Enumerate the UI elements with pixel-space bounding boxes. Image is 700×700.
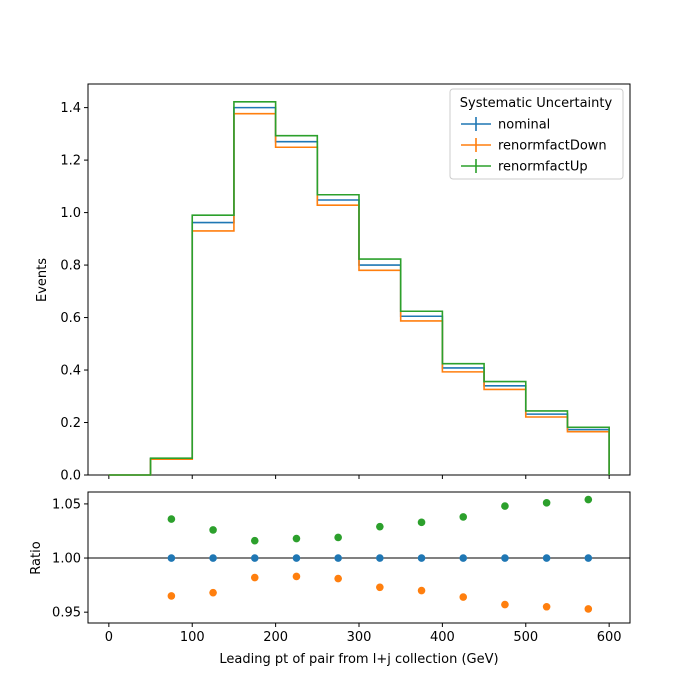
ratio-point-renormfactDown	[501, 600, 509, 609]
ratio-point-renormfactUp	[542, 499, 551, 507]
ratio-y-tick-label: 1.05	[52, 497, 81, 512]
ratio-point-renormfactDown	[376, 583, 384, 592]
main-plot-panel: 0.0 0.2 0.4 0.6 0.8 1.0 1.2 1.4 Events	[35, 83, 631, 484]
main-y-axis-label: Events	[35, 258, 50, 302]
main-y-tick-label: 1.0	[60, 206, 81, 221]
ratio-y-axis-label: Ratio	[29, 541, 44, 574]
legend-label-renormfactUp: renormfactUp	[498, 160, 588, 175]
ratio-point-renormfactDown	[250, 573, 259, 582]
main-y-tick-label: 0.8	[60, 259, 81, 274]
ratio-point-nominal	[376, 554, 384, 562]
x-tick-label: 0	[105, 630, 113, 645]
ratio-point-renormfactDown	[584, 605, 593, 613]
main-y-tick-label: 1.4	[60, 101, 81, 116]
main-y-ticks: 0.0 0.2 0.4 0.6 0.8 1.0 1.2 1.4	[60, 101, 88, 484]
ratio-points-group	[167, 495, 593, 613]
ratio-point-nominal	[334, 554, 342, 562]
main-series-group	[108, 101, 610, 476]
ratio-point-renormfactDown	[417, 586, 426, 595]
ratio-point-renormfactUp	[250, 536, 259, 545]
main-y-tick-label: 0.0	[60, 469, 81, 484]
ratio-point-nominal	[292, 554, 301, 562]
x-tick-label: 200	[263, 630, 288, 645]
ratio-point-nominal	[584, 554, 593, 562]
ratio-point-nominal	[417, 554, 426, 562]
ratio-plot-panel: 0 100 200 300 400 500 600 0.95 1.00 1.05 Ratio L…	[29, 491, 631, 667]
ratio-y-tick-label: 0.95	[52, 606, 81, 621]
ratio-point-renormfactUp	[459, 513, 468, 521]
legend-label-renormfactDown: renormfactDown	[498, 139, 607, 154]
ratio-point-renormfactUp	[417, 518, 426, 527]
ratio-point-nominal	[501, 554, 509, 562]
ratio-point-renormfactUp	[501, 502, 509, 510]
ratio-point-renormfactUp	[376, 522, 384, 531]
x-axis-label: Leading pt of pair from l+j collection (…	[219, 652, 498, 667]
legend: Systematic Uncertainty nominal renormfact…	[449, 88, 624, 180]
series-step-renormfactUp	[108, 101, 610, 476]
ratio-point-renormfactDown	[292, 572, 301, 581]
x-tick-label: 300	[347, 630, 372, 645]
main-y-tick-label: 1.2	[60, 154, 81, 169]
legend-box	[449, 88, 624, 180]
ratio-point-renormfactDown	[459, 593, 468, 601]
ratio-y-tick-label: 1.00	[52, 552, 81, 567]
ratio-point-renormfactUp	[584, 495, 593, 504]
main-y-tick-label: 0.4	[60, 364, 81, 379]
ratio-point-renormfactUp	[292, 534, 301, 543]
ratio-point-renormfactDown	[334, 574, 342, 583]
ratio-point-renormfactDown	[167, 592, 176, 600]
ratio-point-renormfactUp	[334, 533, 342, 542]
ratio-point-nominal	[167, 554, 176, 562]
ratio-y-ticks: 0.95 1.00 1.05	[52, 497, 88, 621]
x-tick-label: 500	[513, 630, 538, 645]
x-tick-label: 100	[180, 630, 205, 645]
ratio-point-nominal	[542, 554, 551, 562]
legend-title: Systematic Uncertainty	[460, 96, 613, 111]
main-y-tick-label: 0.6	[60, 311, 81, 326]
ratio-point-renormfactUp	[209, 526, 217, 534]
ratio-point-renormfactDown	[542, 602, 551, 611]
ratio-point-renormfactDown	[209, 588, 217, 597]
ratio-point-nominal	[459, 554, 468, 562]
ratio-point-nominal	[250, 554, 259, 562]
x-tick-label: 400	[430, 630, 455, 645]
ratio-x-ticks: 0 100 200 300 400 500 600	[105, 623, 622, 645]
main-y-tick-label: 0.2	[60, 416, 81, 431]
legend-entries: nominal renormfactDown renormfactUp	[461, 117, 607, 175]
ratio-point-renormfactUp	[167, 515, 176, 523]
ratio-point-nominal	[209, 554, 217, 562]
x-tick-label: 600	[597, 630, 622, 645]
legend-label-nominal: nominal	[498, 118, 550, 133]
